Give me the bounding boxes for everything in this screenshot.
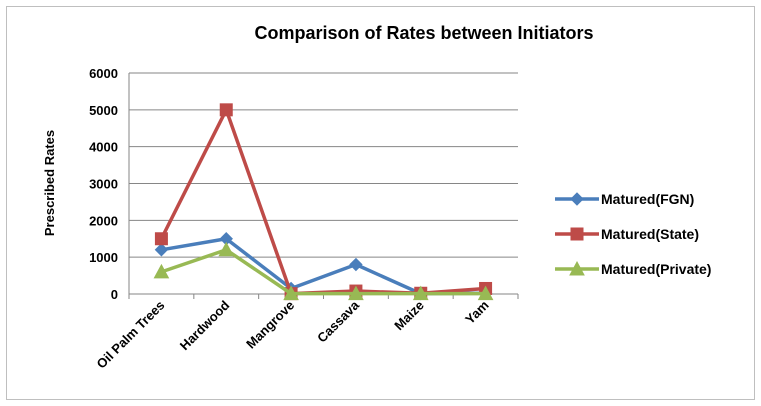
x-category-label: Mangrove	[243, 298, 297, 352]
y-tick-label: 1000	[89, 250, 118, 265]
x-category-label: Cassava	[314, 297, 362, 345]
x-category-labels: Oil Palm Trees Hardwood Mangrove Cassava Mai…	[94, 297, 492, 372]
series-line	[160, 248, 486, 296]
data-point	[218, 241, 235, 257]
data-point	[412, 285, 429, 301]
series-matured-private	[153, 241, 494, 301]
series-line	[161, 237, 486, 296]
y-tick-label: 5000	[89, 103, 118, 118]
x-category-label: Hardwood	[177, 297, 233, 353]
legend-item: Matured(FGN)	[555, 191, 694, 207]
legend-label: Matured(State)	[601, 226, 699, 242]
series-matured-fgn	[154, 232, 493, 301]
data-point	[154, 232, 168, 246]
series-line	[159, 108, 486, 296]
data-point	[283, 285, 299, 301]
legend-label: Matured(Private)	[601, 261, 711, 277]
y-tick-label: 0	[111, 287, 118, 302]
y-tick-label: 6000	[89, 66, 118, 81]
data-point	[348, 285, 364, 301]
y-tick-labels: 0 1000 2000 3000 4000 5000 6000	[89, 66, 118, 302]
legend-item: Matured(Private)	[555, 260, 711, 277]
x-category-label: Maize	[391, 298, 427, 334]
data-point	[569, 260, 585, 276]
legend-label: Matured(FGN)	[601, 191, 694, 207]
data-point	[219, 103, 233, 117]
y-tick-label: 4000	[89, 140, 118, 155]
chart-frame	[6, 6, 755, 400]
chart-title: Comparison of Rates between Initiators	[254, 23, 593, 43]
data-point	[153, 263, 170, 279]
data-point	[570, 227, 584, 241]
x-category-label: Yam	[462, 298, 492, 328]
legend-item: Matured(State)	[555, 226, 699, 242]
data-point	[570, 192, 584, 206]
series-group	[153, 103, 494, 301]
y-tick-label: 2000	[89, 213, 118, 228]
data-point	[154, 243, 169, 257]
x-category-label: Oil Palm Trees	[94, 298, 168, 372]
legend: Matured(FGN) Matured(State) Matured(Privat…	[555, 191, 711, 277]
y-tick-label: 3000	[89, 177, 118, 192]
data-point	[477, 285, 494, 301]
data-point	[349, 257, 363, 272]
series-matured-state	[154, 103, 493, 301]
y-axis-title: Prescribed Rates	[42, 130, 57, 236]
